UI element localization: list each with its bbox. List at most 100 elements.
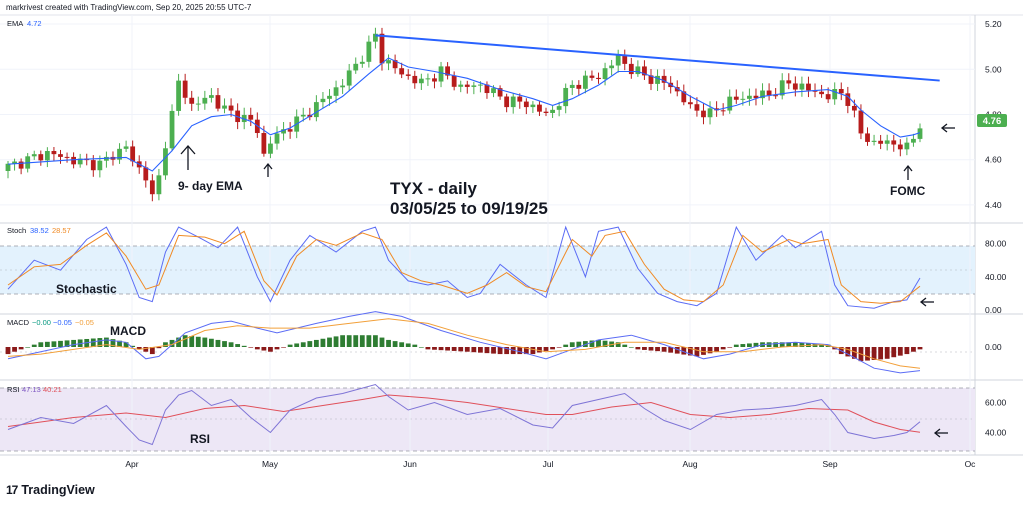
macd-histogram-bar xyxy=(169,339,175,347)
candle-body xyxy=(681,91,687,103)
macd-line xyxy=(7,311,921,374)
macd-histogram-bar xyxy=(235,344,241,347)
candle-body xyxy=(176,80,181,111)
candle-body xyxy=(163,148,168,176)
stoch-band xyxy=(0,246,975,294)
candle-body xyxy=(464,84,470,87)
candle-body xyxy=(51,151,57,155)
rsi-band xyxy=(0,388,975,451)
candle-body xyxy=(281,129,286,134)
candle-body xyxy=(779,80,785,96)
candle-body xyxy=(707,108,713,118)
macd-histogram-bar xyxy=(51,341,57,347)
rsi-ma-line xyxy=(7,394,921,433)
candle-body xyxy=(169,110,175,149)
macd-histogram-bar xyxy=(123,342,129,347)
macd-histogram-bar xyxy=(333,336,339,347)
candle-body xyxy=(786,80,792,84)
stoch-legend-k: 38.52 xyxy=(30,226,49,235)
candle-body xyxy=(77,158,83,165)
candle-body xyxy=(399,68,405,75)
candle-body xyxy=(392,60,398,69)
last-price-badge: 4.76 xyxy=(977,114,1007,127)
macd-histogram-bar xyxy=(563,344,569,347)
macd-histogram-bar xyxy=(733,344,739,347)
macd-histogram-bar xyxy=(727,347,733,348)
macd-histogram-bar xyxy=(5,347,11,355)
candle-body xyxy=(64,156,70,158)
candle-body xyxy=(261,133,267,154)
macd-histogram-bar xyxy=(353,335,359,347)
signal-line xyxy=(7,318,921,369)
candle-body xyxy=(733,96,739,100)
macd-histogram-bar xyxy=(720,347,726,350)
macd-histogram-bar xyxy=(143,347,149,352)
candle-body xyxy=(189,97,195,104)
candle-body xyxy=(104,156,109,161)
x-axis-tick: Jul xyxy=(543,459,554,469)
macd-histogram-bar xyxy=(471,347,477,353)
candle-body xyxy=(90,160,96,171)
macd-histogram-bar xyxy=(694,347,700,357)
macd-histogram-bar xyxy=(668,347,674,353)
macd-histogram-bar xyxy=(156,347,162,349)
macd-histogram-bar xyxy=(300,342,306,347)
ema-annotation: 9- day EMA xyxy=(178,179,243,193)
fomc-arrow-head xyxy=(903,164,913,172)
macd-histogram-bar xyxy=(891,347,897,358)
chart-title: TYX - daily xyxy=(390,179,477,198)
candle-body xyxy=(714,108,720,111)
candle-body xyxy=(897,144,903,150)
macd-histogram-bar xyxy=(904,347,910,355)
candle-body xyxy=(596,77,601,80)
candle-body xyxy=(300,114,306,117)
macd-histogram-bar xyxy=(379,337,385,347)
macd-histogram-bar xyxy=(655,347,660,352)
macd-histogram-bar xyxy=(917,347,923,350)
macd-histogram-bar xyxy=(537,347,542,353)
chart-subtitle: 03/05/25 to 09/19/25 xyxy=(390,199,548,218)
candle-body xyxy=(602,68,608,80)
x-axis-ticks: Apr May Jun Jul Aug Sep Oc xyxy=(125,459,976,469)
candle-body xyxy=(287,129,293,132)
stoch-legend-label: Stoch xyxy=(7,226,26,235)
candle-body xyxy=(412,75,418,84)
candle-body xyxy=(418,78,424,84)
candle-body xyxy=(202,97,208,104)
candle-body xyxy=(31,154,37,157)
rsi-y-tick: 40.00 xyxy=(985,428,1007,438)
tradingview-logo[interactable]: 17 TradingView xyxy=(6,483,95,497)
macd-histogram-bar xyxy=(819,344,824,347)
candle-body xyxy=(760,90,765,99)
macd-histogram-bar xyxy=(274,347,280,350)
macd-histogram-bar xyxy=(58,340,63,347)
candle-body xyxy=(806,83,811,91)
macd-histogram-bar xyxy=(871,347,877,360)
macd-histogram-bar xyxy=(281,347,286,348)
candle-body xyxy=(123,146,129,149)
macd-histogram-bar xyxy=(405,343,411,347)
macd-histogram-bar xyxy=(228,342,234,347)
macd-y-tick: 0.00 xyxy=(985,342,1002,352)
macd-histogram-bar xyxy=(478,347,483,353)
macd-annotation: MACD xyxy=(110,324,146,338)
candle-body xyxy=(215,95,221,109)
macd-histogram-bar xyxy=(136,347,142,350)
candle-body xyxy=(353,63,359,71)
price-y-tick: 5.20 xyxy=(985,19,1002,29)
macd-histogram-bar xyxy=(747,343,752,347)
macd-histogram-bar xyxy=(589,340,595,347)
macd-histogram-bar xyxy=(681,347,687,355)
rsi-annotation: RSI xyxy=(190,432,210,446)
candle-body xyxy=(58,154,63,157)
rsi-legend: RSI 47.13 40.21 xyxy=(7,385,62,394)
ema-arrow-head xyxy=(180,145,196,155)
macd-histogram-bar xyxy=(911,347,916,352)
candle-body xyxy=(687,102,693,105)
price-left-arrow-head xyxy=(940,123,948,133)
candle-body xyxy=(569,84,575,88)
candle-body xyxy=(130,146,136,162)
candle-body xyxy=(379,33,385,64)
macd-histogram-bar xyxy=(628,347,634,348)
